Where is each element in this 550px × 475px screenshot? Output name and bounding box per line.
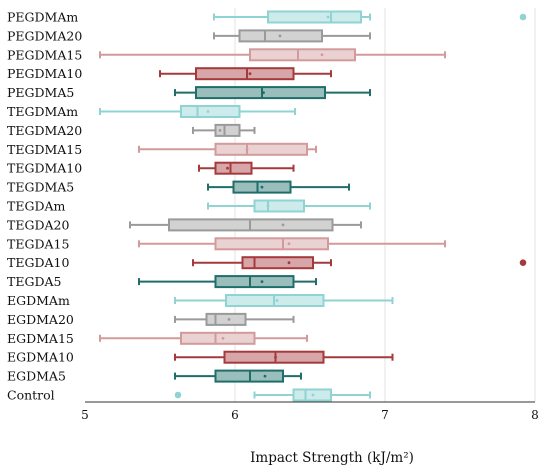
- box-tegdam: [207, 199, 371, 213]
- box-tegdma10: [198, 161, 295, 175]
- iqr-box-tegdmam: [180, 105, 241, 118]
- box-pegdma5: [174, 86, 371, 100]
- iqr-box-egdma20: [205, 312, 247, 326]
- mean-marker-pegdma10: [248, 72, 252, 76]
- category-label-tegda20: TEGDA20: [7, 217, 69, 232]
- box-tegda20: [129, 218, 362, 232]
- category-label-tegdma20: TEGDMA20: [7, 123, 82, 138]
- mean-marker-tegdma20: [218, 129, 222, 132]
- box-series: [99, 10, 527, 402]
- box-pegdma10: [159, 67, 332, 81]
- outlier-pegdmam-0: [519, 13, 527, 21]
- outlier-control-0: [174, 391, 182, 399]
- category-label-pegdma15: PEGDMA15: [7, 47, 82, 62]
- iqr-box-tegda15: [214, 237, 329, 251]
- mean-marker-pegdma20: [278, 34, 282, 38]
- iqr-box-egdma15: [180, 331, 256, 345]
- mean-marker-tegdma5: [260, 185, 264, 189]
- iqr-box-pegdma5: [195, 86, 326, 100]
- mean-marker-tegdma15: [245, 147, 249, 151]
- category-label-egdma20: EGDMA20: [7, 312, 74, 327]
- box-tegda15: [138, 237, 446, 251]
- category-label-tegdma15: TEGDMA15: [7, 142, 82, 157]
- iqr-box-tegda5: [214, 275, 295, 289]
- category-label-pegdmam: PEGDMAm: [7, 10, 78, 25]
- mean-marker-egdma15: [221, 336, 225, 340]
- category-label-tegda15: TEGDA15: [7, 236, 69, 251]
- x-tick-labels: 5 6 7 8: [81, 408, 539, 422]
- outlier-tegda10-0: [519, 259, 527, 267]
- mean-marker-tegda20: [281, 223, 285, 227]
- mean-marker-egdmam: [275, 299, 279, 302]
- box-pegdma20: [213, 29, 371, 43]
- box-pegdmam: [213, 10, 527, 24]
- iqr-box-tegdam: [253, 199, 305, 213]
- category-label-tegdmam: TEGDMAm: [7, 104, 78, 119]
- category-labels: PEGDMAm PEGDMA20 PEGDMA15 PEGDMA10 PEGDMA5 TE…: [7, 10, 82, 403]
- mean-marker-egdma10: [274, 355, 277, 359]
- category-label-egdma10: EGDMA10: [7, 350, 74, 365]
- category-label-tegda5: TEGDA5: [7, 274, 61, 289]
- mean-marker-tegda10: [287, 261, 291, 265]
- mean-marker-tegda15: [287, 242, 291, 246]
- iqr-box-egdma10: [223, 350, 325, 364]
- box-egdmam: [174, 294, 394, 307]
- iqr-box-pegdmam: [267, 10, 362, 24]
- box-control: [174, 388, 371, 402]
- category-label-pegdma20: PEGDMA20: [7, 28, 82, 43]
- mean-marker-egdma5: [263, 374, 267, 378]
- category-label-pegdma5: PEGDMA5: [7, 85, 74, 100]
- x-tick-label-5: 5: [81, 408, 89, 422]
- iqr-box-pegdma15: [249, 48, 356, 62]
- box-tegda5: [138, 275, 317, 289]
- box-egdma15: [99, 331, 308, 345]
- mean-marker-tegdma10: [226, 166, 229, 170]
- iqr-box-tegdma10: [214, 161, 253, 175]
- category-label-egdma5: EGDMA5: [7, 369, 66, 384]
- x-tick-label-7: 7: [381, 408, 389, 422]
- mean-marker-tegdam: [266, 204, 270, 208]
- box-tegdma20: [192, 123, 256, 137]
- category-label-tegda10: TEGDA10: [7, 255, 69, 270]
- box-tegda10: [192, 256, 527, 270]
- x-axis-title: Impact Strength (kJ/m²): [250, 450, 414, 466]
- box-tegdma15: [138, 142, 317, 156]
- mean-marker-control: [311, 393, 315, 397]
- mean-marker-pegdma15: [320, 53, 324, 57]
- iqr-box-tegdma15: [214, 142, 308, 156]
- iqr-box-tegda10: [241, 256, 314, 270]
- box-egdma20: [174, 312, 295, 326]
- box-pegdma15: [99, 48, 446, 62]
- mean-marker-pegdmam: [326, 15, 330, 19]
- iqr-box-tegdma20: [214, 123, 241, 137]
- box-tegdma5: [207, 180, 350, 194]
- mean-marker-tegda5: [260, 280, 264, 283]
- x-tick-label-6: 6: [231, 408, 239, 422]
- iqr-box-pegdma10: [195, 67, 295, 81]
- category-label-tegdam: TEGDAm: [7, 199, 65, 214]
- box-tegdmam: [99, 105, 296, 118]
- category-label-egdma15: EGDMA15: [7, 331, 74, 346]
- mean-marker-egdma20: [227, 318, 231, 321]
- box-egdma10: [174, 350, 394, 364]
- category-label-control: Control: [7, 388, 55, 403]
- x-tick-label-8: 8: [531, 408, 539, 422]
- category-label-pegdma10: PEGDMA10: [7, 66, 82, 81]
- box-egdma5: [174, 369, 302, 383]
- category-label-egdmam: EGDMAm: [7, 293, 70, 308]
- mean-marker-tegdmam: [206, 110, 210, 113]
- mean-marker-pegdma5: [262, 91, 265, 94]
- category-label-tegdma10: TEGDMA10: [7, 161, 82, 176]
- category-label-tegdma5: TEGDMA5: [7, 180, 74, 195]
